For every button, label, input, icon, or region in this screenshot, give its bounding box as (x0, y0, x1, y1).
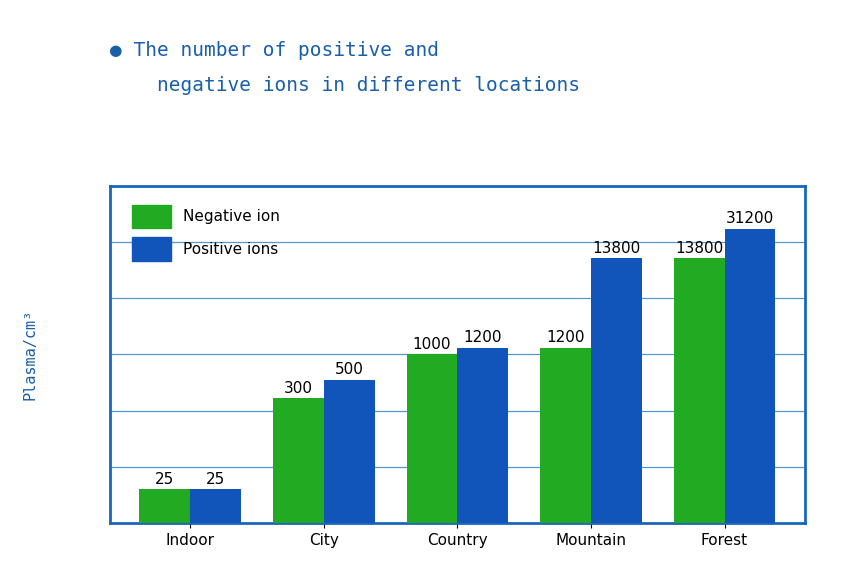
Bar (457, 348, 508, 581)
Bar (324, 380, 374, 581)
Text: 500: 500 (335, 362, 363, 377)
Text: 25: 25 (206, 472, 225, 486)
Text: ● The number of positive and: ● The number of positive and (110, 41, 439, 60)
Bar (140, 489, 191, 581)
Bar (724, 228, 775, 581)
Text: 13800: 13800 (592, 241, 640, 256)
Text: negative ions in different locations: negative ions in different locations (110, 76, 580, 95)
Bar (591, 259, 642, 581)
Text: 1200: 1200 (463, 330, 502, 345)
Text: 31200: 31200 (726, 211, 774, 226)
Bar (673, 259, 724, 581)
Bar (540, 348, 591, 581)
Text: 1000: 1000 (412, 336, 451, 352)
Text: Plasma/cm³: Plasma/cm³ (22, 309, 37, 400)
Bar (273, 399, 324, 581)
Text: 1200: 1200 (546, 330, 584, 345)
Text: 25: 25 (155, 472, 174, 486)
Text: 13800: 13800 (675, 241, 723, 256)
Legend: Negative ion, Positive ions: Negative ion, Positive ions (125, 197, 287, 268)
Bar (407, 354, 457, 581)
Bar (191, 489, 241, 581)
Text: 300: 300 (284, 381, 313, 396)
